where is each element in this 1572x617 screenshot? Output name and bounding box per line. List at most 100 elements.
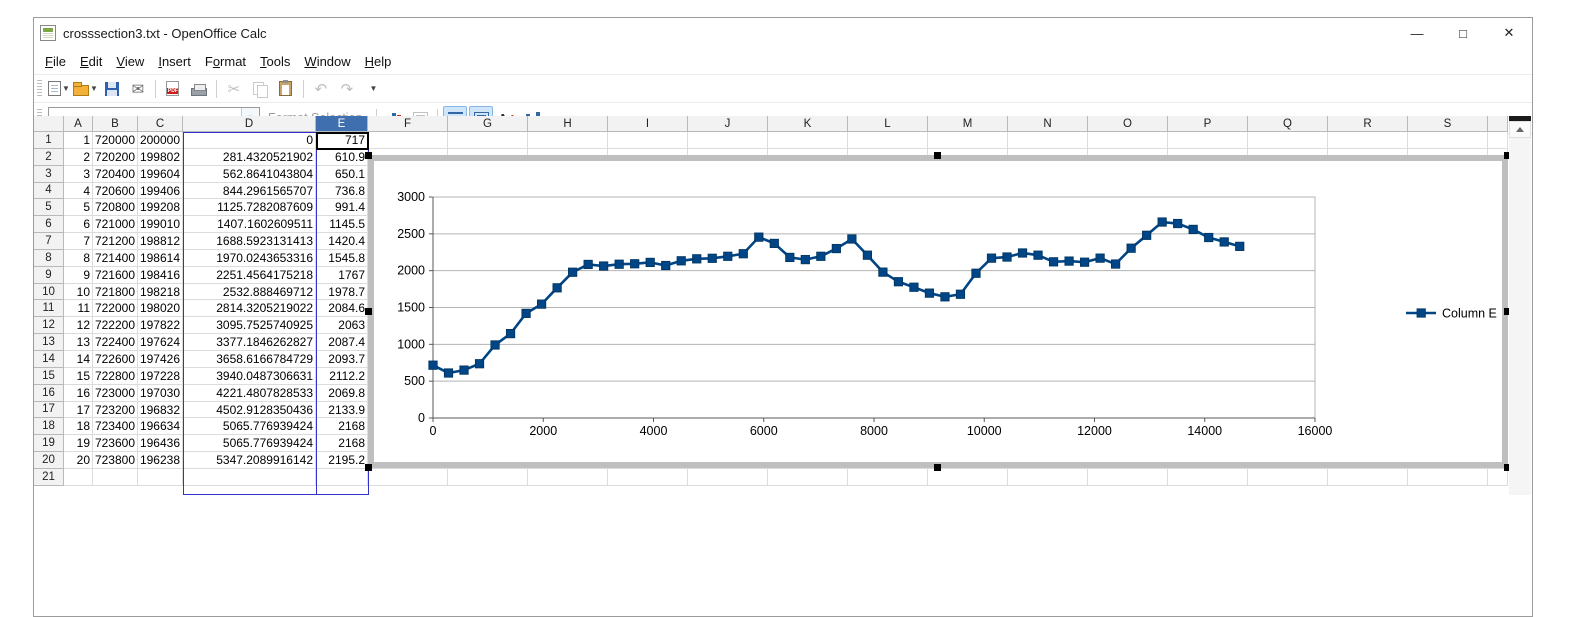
cell[interactable]: 1688.5923131413 — [183, 233, 316, 250]
column-header-l[interactable]: L — [848, 116, 928, 132]
cell[interactable] — [848, 132, 928, 149]
row-header-19[interactable]: 19 — [34, 435, 64, 453]
cell[interactable]: 281.4320521902 — [183, 148, 316, 166]
cell[interactable]: 11 — [64, 300, 93, 318]
cell[interactable] — [1328, 132, 1408, 149]
data-point-marker[interactable] — [583, 259, 593, 270]
cell[interactable]: 4502.9128350436 — [183, 401, 316, 419]
new-document-button[interactable]: ▼ — [47, 77, 71, 101]
paste-button[interactable] — [274, 77, 298, 101]
cell[interactable] — [688, 468, 768, 486]
data-point-marker[interactable] — [986, 253, 997, 263]
cell[interactable]: 562.8641043804 — [183, 165, 316, 183]
cell[interactable]: 18 — [64, 418, 93, 436]
data-point-marker[interactable] — [1173, 218, 1183, 229]
cell[interactable] — [64, 468, 93, 486]
save-button[interactable] — [100, 77, 124, 101]
cell[interactable]: 1767 — [316, 266, 368, 284]
cell[interactable] — [928, 132, 1008, 149]
chart-resize-handle[interactable] — [934, 152, 941, 159]
cell[interactable]: 1545.8 — [316, 249, 368, 267]
cell[interactable]: 723000 — [93, 384, 138, 402]
cell[interactable] — [448, 132, 528, 149]
legend-label[interactable]: Column E — [1442, 307, 1497, 321]
cell[interactable]: 200000 — [138, 132, 183, 149]
cell[interactable]: 721600 — [93, 266, 138, 284]
data-point-marker[interactable] — [1204, 232, 1214, 243]
data-point-marker[interactable] — [536, 299, 547, 309]
cell[interactable]: 2084.6 — [316, 300, 368, 318]
data-point-marker[interactable] — [614, 259, 624, 269]
cell[interactable] — [768, 132, 848, 149]
cell[interactable]: 199010 — [138, 216, 183, 234]
data-point-marker[interactable] — [645, 257, 655, 268]
column-header-n[interactable]: N — [1008, 116, 1088, 132]
cell[interactable]: 196634 — [138, 418, 183, 436]
cell[interactable] — [1008, 132, 1088, 149]
cell[interactable]: 197822 — [138, 317, 183, 335]
row-header-6[interactable]: 6 — [34, 216, 64, 234]
cell[interactable] — [608, 468, 688, 486]
open-file-button[interactable]: ▼ — [73, 77, 98, 101]
cell[interactable]: 1407.1602609511 — [183, 216, 316, 234]
cell[interactable]: 4221.4807828533 — [183, 384, 316, 402]
cell[interactable]: 198812 — [138, 233, 183, 250]
cell[interactable]: 2251.4564175218 — [183, 266, 316, 284]
data-point-marker[interactable] — [1033, 250, 1043, 260]
cell[interactable]: 736.8 — [316, 182, 368, 200]
cell[interactable]: 2532.888469712 — [183, 283, 316, 301]
cell[interactable]: 7 — [64, 233, 93, 250]
chart-resize-handle[interactable] — [1504, 308, 1511, 315]
cell[interactable]: 721400 — [93, 249, 138, 267]
data-point-marker[interactable] — [676, 256, 686, 266]
column-header-q[interactable]: Q — [1248, 116, 1328, 132]
cell[interactable] — [93, 468, 138, 486]
maximize-button[interactable]: □ — [1459, 25, 1467, 41]
column-header-p[interactable]: P — [1168, 116, 1248, 132]
column-header-e[interactable]: E — [316, 116, 368, 132]
vertical-scrollbar[interactable] — [1509, 116, 1531, 495]
cell[interactable] — [368, 468, 448, 486]
cell[interactable]: 197030 — [138, 384, 183, 402]
cell[interactable]: 720800 — [93, 199, 138, 217]
cell[interactable] — [928, 468, 1008, 486]
cell[interactable] — [368, 132, 448, 149]
cell[interactable]: 722600 — [93, 350, 138, 368]
cell[interactable] — [448, 468, 528, 486]
cell[interactable]: 3658.6166784729 — [183, 350, 316, 368]
data-point-marker[interactable] — [738, 249, 748, 259]
menu-tools[interactable]: Tools — [260, 53, 291, 69]
data-point-marker[interactable] — [862, 250, 872, 260]
cell[interactable]: 5 — [64, 199, 93, 217]
cell[interactable]: 2814.3205219022 — [183, 300, 316, 318]
data-point-marker[interactable] — [1111, 259, 1121, 269]
column-header-b[interactable]: B — [93, 116, 138, 132]
row-header-5[interactable]: 5 — [34, 199, 64, 217]
cell[interactable] — [1168, 132, 1248, 149]
cell[interactable]: 3095.7525740925 — [183, 317, 316, 335]
data-point-marker[interactable] — [707, 253, 717, 263]
data-point-marker[interactable] — [754, 232, 764, 242]
column-header-j[interactable]: J — [688, 116, 768, 132]
cell[interactable]: 199604 — [138, 165, 183, 183]
column-header-g[interactable]: G — [448, 116, 528, 132]
chart-resize-handle[interactable] — [1504, 152, 1511, 159]
chart-canvas[interactable]: 0 500 1000 1500 2000 2500 3000 0 2000 4000 6000 800… — [374, 161, 1502, 462]
cell[interactable]: 5065.776939424 — [183, 435, 316, 453]
data-point-marker[interactable] — [1095, 253, 1105, 263]
column-header-k[interactable]: K — [768, 116, 848, 132]
cell[interactable]: 197228 — [138, 367, 183, 385]
chart-resize-handle[interactable] — [934, 464, 941, 471]
data-point-marker[interactable] — [443, 368, 454, 378]
data-point-marker[interactable] — [769, 238, 779, 249]
row-header-2[interactable]: 2 — [34, 148, 64, 166]
cell[interactable]: 723400 — [93, 418, 138, 436]
data-point-marker[interactable] — [428, 360, 438, 370]
data-point-marker[interactable] — [1188, 224, 1198, 235]
cell[interactable]: 2112.2 — [316, 367, 368, 385]
cell[interactable]: 198614 — [138, 249, 183, 267]
cell[interactable] — [1168, 468, 1248, 486]
cell[interactable]: 721000 — [93, 216, 138, 234]
data-point-marker[interactable] — [630, 259, 640, 269]
cell[interactable]: 2063 — [316, 317, 368, 335]
